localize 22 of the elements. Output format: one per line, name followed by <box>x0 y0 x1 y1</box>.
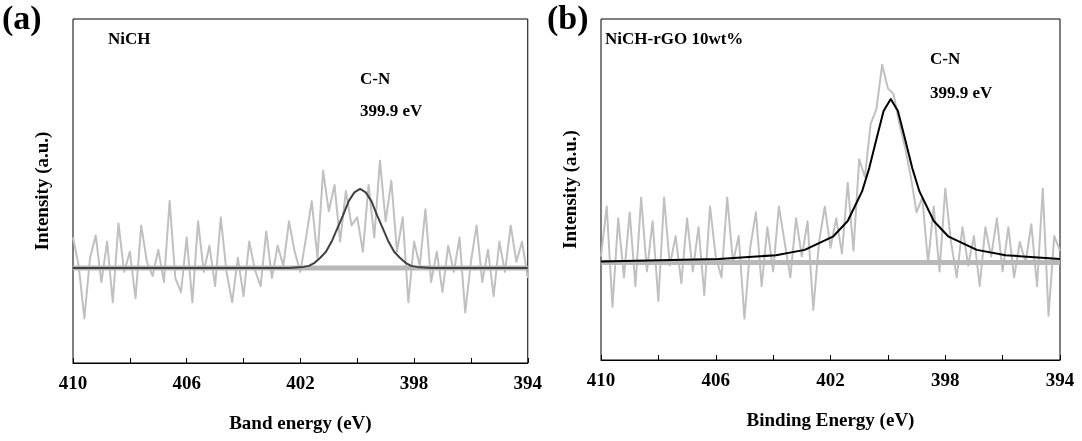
annotation: C-N <box>930 49 961 68</box>
text: C-N <box>360 69 391 88</box>
x-tick-label: 394 <box>1045 369 1075 390</box>
chart-title: (b) <box>547 0 589 37</box>
chart-title: (a) <box>2 0 42 37</box>
x-tick-label: 406 <box>701 369 730 390</box>
x-tick-label: 398 <box>399 372 429 393</box>
x-tick-label: 410 <box>586 369 616 390</box>
x-tick-label: 402 <box>816 369 845 390</box>
annotation: 399.9 eV <box>930 83 994 102</box>
x-tick-label: 394 <box>513 372 543 393</box>
x-tick-label: 398 <box>931 369 960 390</box>
y-axis-title: Intensity (a.u.) <box>31 131 53 251</box>
x-tick-label: 410 <box>58 372 88 393</box>
x-tick-label: 406 <box>172 372 201 393</box>
text: 399.9 eV <box>360 101 424 120</box>
x-axis-title: Band energy (eV) <box>229 412 372 434</box>
text: NiCH-rGO 10wt% <box>605 29 744 48</box>
y-axis-title: Intensity (a.u.) <box>559 130 581 249</box>
text: NiCH <box>108 29 151 48</box>
x-axis-title: Binding Energy (eV) <box>746 409 915 431</box>
x-tick-label: 402 <box>286 372 315 393</box>
